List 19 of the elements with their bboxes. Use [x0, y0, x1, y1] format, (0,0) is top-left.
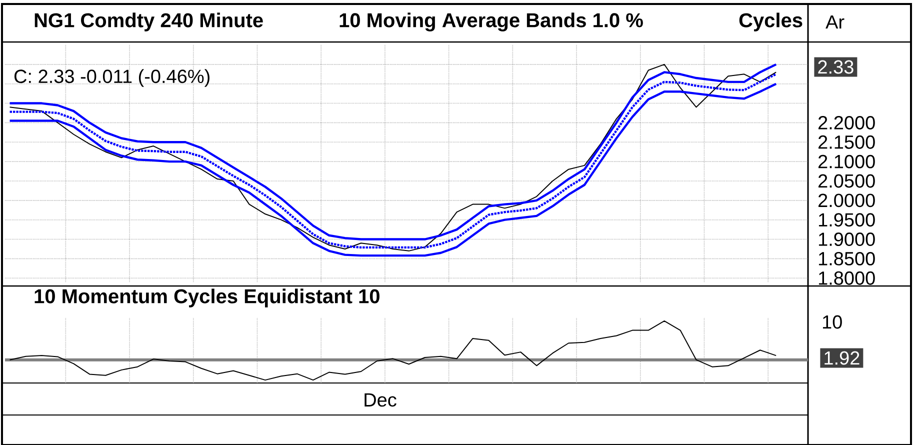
annotation: C: 2.33 -0.011 (-0.46%) [14, 69, 210, 87]
text: Dec [364, 393, 396, 407]
y-tick-label: 1.8500 [818, 252, 875, 266]
y-tick-label: 1.9000 [818, 232, 875, 246]
text: Ar [826, 15, 844, 29]
y-tick-label: 2.0000 [818, 194, 875, 208]
y-tick-label: 2.1000 [818, 154, 875, 168]
y-tick-label: 1.9500 [818, 213, 875, 227]
y-tick-label: 2.0500 [818, 174, 875, 188]
text: 1.92 [824, 351, 860, 365]
chart-title: NG1 Comdty 240 Minute [34, 12, 263, 32]
chart-title: 10 Momentum Cycles Equidistant 10 [34, 288, 380, 308]
text: 10 Moving Average Bands 1.0 % [340, 12, 643, 32]
text: Cycles [739, 12, 802, 32]
text: 10 [822, 315, 842, 329]
y-tick-label: 1.8000 [818, 271, 875, 285]
y-tick-label: 2.2000 [818, 116, 875, 130]
text: 2.33 [818, 60, 854, 74]
y-tick-label: 2.1500 [818, 135, 875, 149]
